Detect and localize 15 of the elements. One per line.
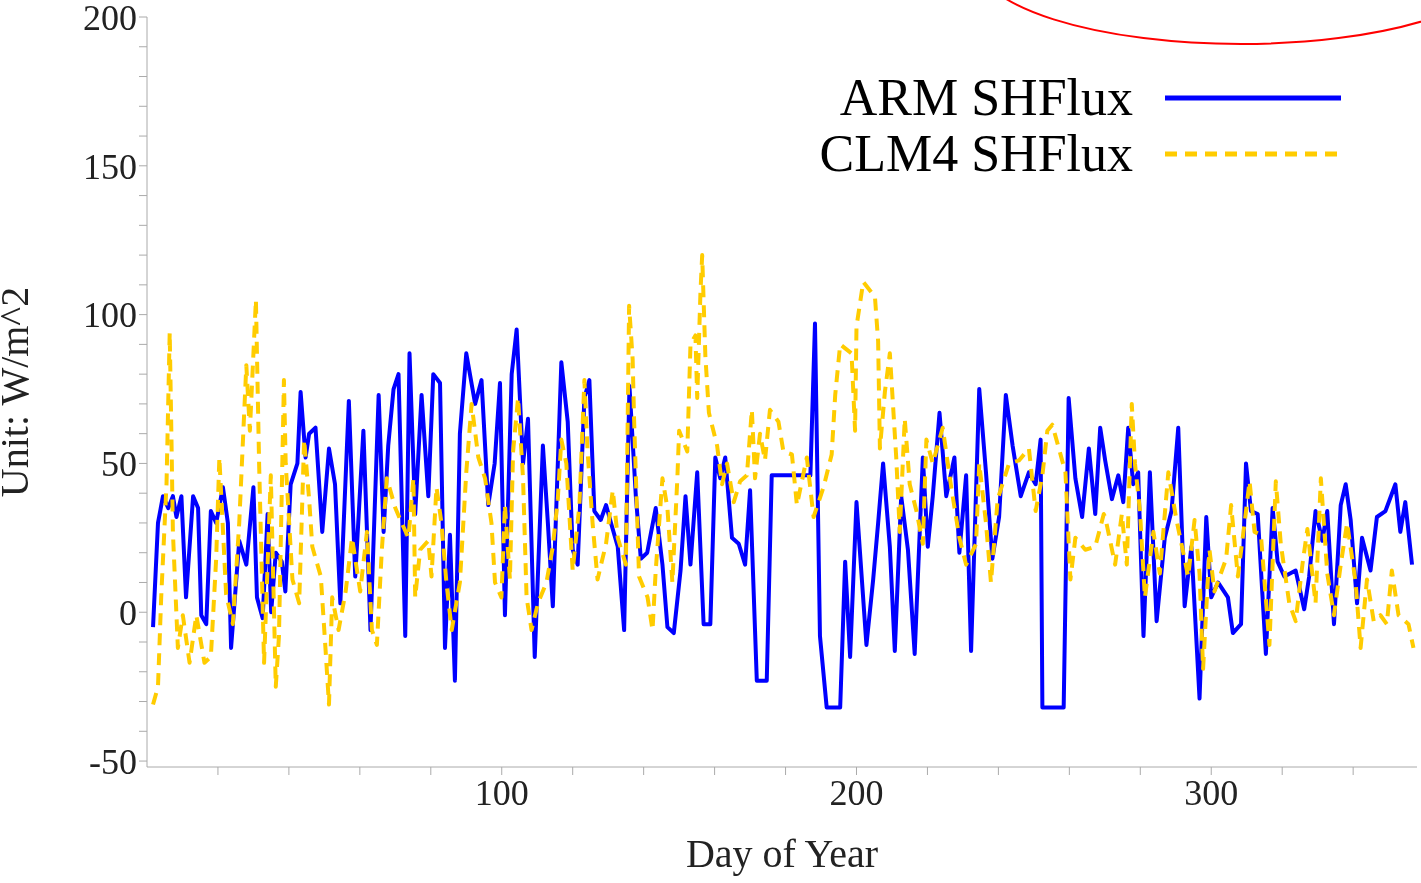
x-axis-title: Day of Year — [685, 831, 879, 876]
line-series — [151, 321, 1415, 710]
y-axis-title: Unit: W/m^2 — [0, 286, 38, 498]
legend-label: ARM SHFlux — [839, 69, 1133, 126]
line-series — [151, 253, 1416, 707]
y-tick-label: 50 — [101, 444, 137, 485]
x-tick-label: 100 — [474, 772, 529, 813]
y-tick-label: 100 — [83, 295, 137, 336]
legend-label: CLM4 SHFlux — [819, 125, 1133, 182]
y-tick-label: 150 — [83, 146, 137, 187]
y-tick-label: -50 — [89, 741, 137, 782]
y-tick-label: 200 — [83, 0, 137, 38]
x-tick-label: 200 — [829, 772, 884, 813]
x-tick-label: 300 — [1184, 772, 1239, 813]
y-tick-label: 0 — [119, 593, 137, 634]
